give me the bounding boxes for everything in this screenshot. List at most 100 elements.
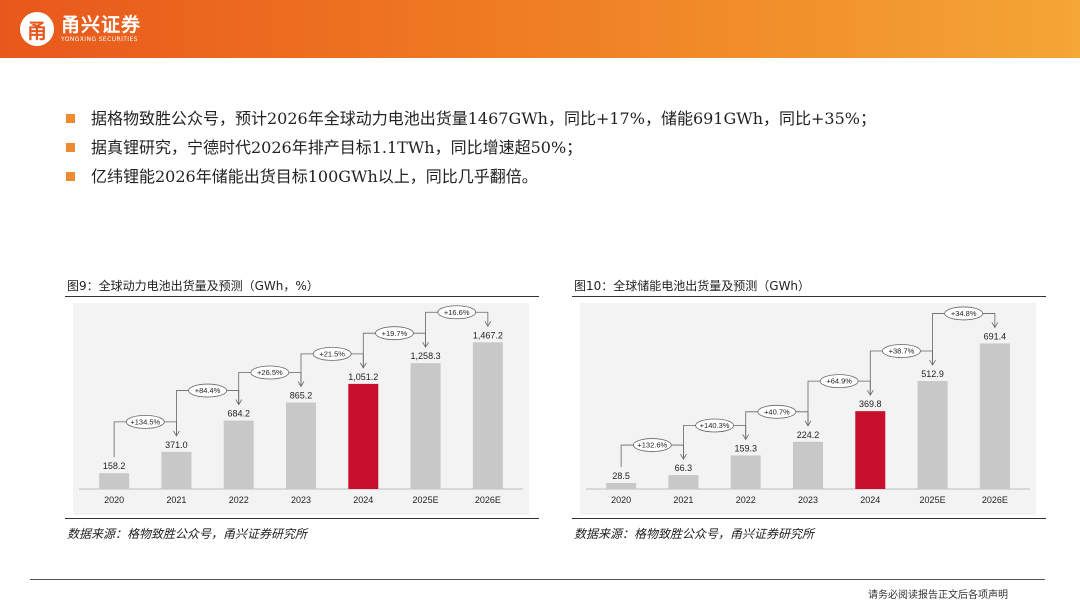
growth-label: +26.5% bbox=[257, 368, 283, 377]
x-tick-label: 2025E bbox=[920, 495, 946, 505]
growth-badge bbox=[632, 438, 672, 452]
growth-badge bbox=[250, 365, 290, 380]
bar bbox=[917, 381, 948, 489]
bar-value-label: 1,467.2 bbox=[473, 330, 503, 340]
bullet-square-icon bbox=[66, 114, 75, 123]
chart-title: 图10：全球储能电池出货量及预测（GWh） bbox=[574, 279, 811, 293]
growth-badge bbox=[944, 306, 984, 321]
bar bbox=[286, 402, 316, 489]
growth-arrowhead bbox=[422, 341, 429, 348]
growth-label: +21.5% bbox=[319, 349, 345, 358]
bullet-text: 亿纬锂能2026年储能出货目标100GWh以上，同比几乎翻倍。 bbox=[91, 167, 538, 186]
growth-badge bbox=[757, 404, 797, 419]
chart-area: 28.5 2020 66.3 2021 159.3 2022 224.2 2023 369.8 2… bbox=[580, 303, 1036, 515]
bar bbox=[223, 420, 254, 489]
growth-badge bbox=[437, 305, 477, 320]
growth-badge bbox=[375, 326, 414, 341]
logo-icon: 甬 bbox=[20, 12, 54, 46]
x-tick-label: 2026E bbox=[475, 495, 501, 505]
bar bbox=[668, 475, 699, 489]
bullet-text: 据真锂研究，宁德时代2026年排产目标1.1TWh，同比增速超50%； bbox=[91, 138, 583, 157]
growth-badge bbox=[188, 383, 227, 398]
bullet-list: 据格物致胜公众号，预计2026年全球动力电池出货量1467GWh，同比+17%，… bbox=[66, 104, 876, 191]
bar bbox=[606, 483, 637, 489]
growth-badge bbox=[695, 418, 734, 433]
bar bbox=[730, 455, 761, 489]
x-tick-label: 2020 bbox=[104, 495, 124, 505]
bar bbox=[793, 441, 823, 489]
title-divider bbox=[572, 296, 1046, 297]
growth-label: +84.4% bbox=[195, 386, 221, 395]
x-tick-label: 2024 bbox=[353, 495, 373, 505]
bar bbox=[99, 473, 130, 489]
bullet-item: 亿纬锂能2026年储能出货目标100GWh以上，同比几乎翻倍。 bbox=[66, 162, 876, 191]
footer-disclaimer: 请务必阅读报告正文后各项声明 bbox=[868, 590, 1008, 601]
bullet-item: 据真锂研究，宁德时代2026年排产目标1.1TWh，同比增速超50%； bbox=[66, 133, 876, 162]
bar-value-label: 28.5 bbox=[612, 471, 630, 481]
bar bbox=[410, 363, 441, 489]
growth-badge bbox=[819, 374, 859, 389]
bar-value-label: 158.2 bbox=[103, 461, 126, 471]
bar bbox=[472, 342, 503, 489]
title-divider bbox=[65, 296, 539, 297]
bar-chart-power-battery: 158.2 2020 371.0 2021 684.2 2022 865.2 2023 1,05… bbox=[79, 305, 523, 505]
bar-chart-storage-battery: 28.5 2020 66.3 2021 159.3 2022 224.2 2023 369.8 2… bbox=[586, 306, 1030, 505]
bar bbox=[161, 451, 192, 489]
company-logo: 甬 甬兴证券 YONGXING SECURITIES bbox=[20, 9, 141, 49]
growth-label: +64.9% bbox=[826, 377, 852, 386]
x-tick-label: 2022 bbox=[736, 495, 756, 505]
growth-label: +40.7% bbox=[764, 407, 790, 416]
x-tick-label: 2026E bbox=[982, 495, 1008, 505]
bullet-text: 据格物致胜公众号，预计2026年全球动力电池出货量1467GWh，同比+17%，… bbox=[91, 109, 876, 128]
x-tick-label: 2021 bbox=[166, 495, 186, 505]
bar-value-label: 691.4 bbox=[984, 331, 1007, 341]
data-source: 数据来源：格物致胜公众号，甬兴证券研究所 bbox=[67, 527, 308, 541]
bar bbox=[979, 343, 1010, 489]
growth-label: +38.7% bbox=[889, 347, 915, 356]
growth-arrowhead bbox=[297, 381, 305, 388]
growth-badge bbox=[882, 344, 921, 358]
bar-value-label: 1,051.2 bbox=[348, 372, 378, 382]
bullet-square-icon bbox=[66, 143, 75, 152]
data-source: 数据来源：格物致胜公众号，甬兴证券研究所 bbox=[574, 527, 815, 541]
bar bbox=[855, 411, 886, 489]
x-tick-label: 2021 bbox=[673, 495, 693, 505]
x-tick-label: 2022 bbox=[229, 495, 249, 505]
chart-title: 图9：全球动力电池出货量及预测（GWh，%） bbox=[67, 279, 319, 293]
bar-value-label: 159.3 bbox=[734, 443, 757, 453]
logo-name: 甬兴证券 bbox=[61, 13, 142, 36]
growth-arrowhead bbox=[359, 362, 367, 369]
bullet-item: 据格物致胜公众号，预计2026年全球动力电池出货量1467GWh，同比+17%，… bbox=[66, 104, 876, 133]
bar-value-label: 512.9 bbox=[921, 369, 944, 379]
growth-arrowhead bbox=[866, 389, 874, 396]
bar-value-label: 1,258.3 bbox=[411, 351, 441, 361]
growth-label: +34.8% bbox=[951, 309, 977, 318]
x-tick-label: 2024 bbox=[860, 495, 880, 505]
growth-label: +140.3% bbox=[700, 421, 730, 430]
x-tick-label: 2025E bbox=[413, 495, 439, 505]
growth-badge bbox=[312, 346, 352, 361]
logo-english-name: YONGXING SECURITIES bbox=[61, 35, 138, 43]
bar bbox=[348, 383, 379, 489]
footer-divider bbox=[30, 579, 1045, 580]
bar-value-label: 865.2 bbox=[290, 390, 313, 400]
growth-badge bbox=[125, 415, 165, 429]
bar-value-label: 66.3 bbox=[675, 463, 693, 473]
x-tick-label: 2020 bbox=[611, 495, 631, 505]
bar-value-label: 371.0 bbox=[165, 440, 188, 450]
source-divider bbox=[65, 518, 539, 519]
growth-label: +19.7% bbox=[382, 329, 408, 338]
chart-panel-storage-battery: 图10：全球储能电池出货量及预测（GWh） 28.5 2020 66.3 2021 15… bbox=[572, 275, 1046, 547]
growth-label: +16.6% bbox=[444, 308, 470, 317]
bullet-square-icon bbox=[66, 172, 75, 181]
chart-area: 158.2 2020 371.0 2021 684.2 2022 865.2 2023 1,05… bbox=[73, 303, 529, 515]
x-tick-label: 2023 bbox=[291, 495, 311, 505]
bar-value-label: 369.8 bbox=[859, 399, 882, 409]
growth-label: +134.5% bbox=[130, 418, 160, 427]
header-bar: 甬 甬兴证券 YONGXING SECURITIES bbox=[0, 0, 1080, 58]
growth-arrowhead bbox=[484, 321, 492, 328]
bar-value-label: 684.2 bbox=[227, 409, 250, 419]
chart-panel-power-battery: 图9：全球动力电池出货量及预测（GWh，%） 158.2 2020 371.0 202… bbox=[65, 275, 539, 547]
growth-arrowhead bbox=[991, 322, 999, 329]
bar-value-label: 224.2 bbox=[797, 430, 820, 440]
